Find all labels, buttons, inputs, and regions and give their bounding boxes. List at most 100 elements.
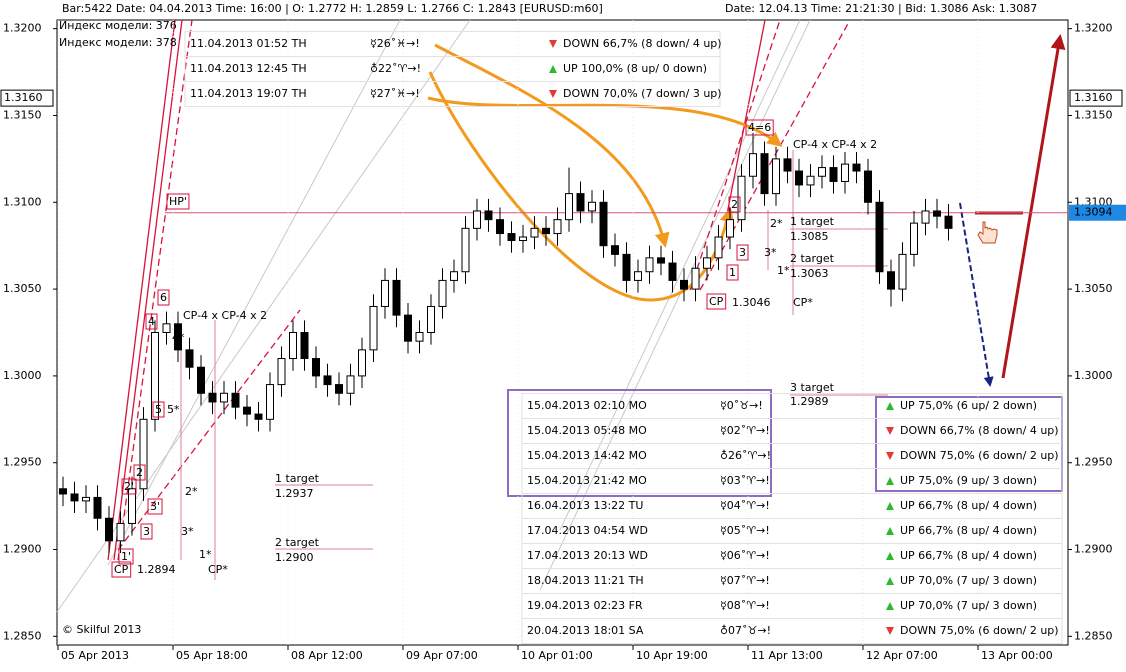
- candle-body: [772, 158, 780, 195]
- candle-body: [231, 392, 240, 408]
- signal-triangle: [886, 552, 894, 560]
- candle-body: [300, 332, 309, 360]
- signal-aspect: ☿04˚♈→!: [720, 499, 770, 512]
- signal-aspect: ☿05˚♈→!: [720, 524, 770, 537]
- candle-body: [381, 279, 389, 307]
- signal-time: 15.04.2013 14:42 MO: [527, 449, 647, 462]
- trend-line: [113, 19, 183, 561]
- candle-body: [933, 210, 941, 217]
- candle-body: [795, 170, 803, 186]
- signal-triangle: [549, 40, 557, 48]
- candle-body: [392, 279, 401, 316]
- y-tick-label: 1.2950: [3, 456, 42, 469]
- annotation: 5*: [167, 403, 180, 416]
- annotation: 2': [124, 480, 134, 493]
- candle-body: [197, 366, 205, 394]
- candle-body: [105, 517, 113, 542]
- signal-time: 11.04.2013 19:07 TH: [190, 87, 307, 100]
- y-tick-label: 1.2850: [3, 629, 42, 642]
- y-tick-label: 1.3100: [3, 195, 42, 208]
- annotation: CP-4 x CP-4 x 2: [183, 309, 267, 322]
- signal-time: 15.04.2013 02:10 MO: [527, 399, 647, 412]
- candle-body: [404, 314, 412, 342]
- candle-body: [703, 257, 711, 269]
- annotation: 1*: [199, 548, 212, 561]
- candle-body: [116, 522, 125, 542]
- annotation-box: [706, 293, 727, 310]
- candle-body: [243, 406, 251, 415]
- signal-aspect: ☿02˚♈→!: [720, 424, 770, 437]
- signal-forecast: UP 70,0% (7 up/ 3 down): [900, 574, 1037, 587]
- candle-body: [484, 210, 493, 221]
- trend-line: [56, 19, 471, 613]
- y-tick-label: 1.3200: [3, 22, 42, 35]
- candle-body: [680, 279, 688, 290]
- candle-body: [266, 384, 274, 420]
- signal-forecast: UP 75,0% (9 up/ 3 down): [900, 474, 1037, 487]
- x-tick-label: 08 Apr 12:00: [291, 649, 363, 662]
- signal-forecast: UP 66,7% (8 up/ 4 down): [900, 499, 1037, 512]
- candle-body: [841, 163, 849, 182]
- signal-time: 11.04.2013 01:52 TH: [190, 37, 307, 50]
- annotation: 2 target: [275, 536, 320, 549]
- signal-aspect: ♁22˚♈→!: [370, 62, 421, 75]
- trend-line: [699, 19, 851, 291]
- candle-body: [657, 257, 665, 264]
- orange-arrow: [428, 71, 735, 302]
- model-index: Индекс модели: 376: [59, 19, 177, 32]
- candle-body: [289, 332, 297, 360]
- candle-body: [910, 222, 918, 255]
- signal-time: 15.04.2013 05:48 MO: [527, 424, 647, 437]
- x-tick-label: 05 Apr 18:00: [176, 649, 248, 662]
- candle-body: [887, 271, 895, 290]
- signal-triangle: [886, 452, 894, 460]
- signal-forecast: UP 100,0% (8 up/ 0 down): [563, 62, 707, 75]
- annotation: 1 target: [275, 472, 320, 485]
- signal-aspect: ♁07˚♉→!: [720, 624, 771, 637]
- annotation-box: [152, 401, 165, 418]
- table-row: [521, 618, 1063, 644]
- price-box: [1069, 204, 1126, 221]
- y-tick-label: 1.3150: [3, 108, 42, 121]
- candle-body: [174, 323, 182, 351]
- annotation: 2: [136, 466, 143, 479]
- y-tick-label: 1.2900: [1074, 543, 1113, 556]
- trend-line: [107, 19, 176, 561]
- candle-body: [369, 305, 378, 351]
- signal-triangle: [549, 65, 557, 73]
- signal-time: 16.04.2013 13:22 TU: [527, 499, 643, 512]
- y-tick-label: 1.3150: [1074, 108, 1113, 121]
- candle-body: [565, 193, 573, 221]
- candle-body: [875, 201, 884, 273]
- annotation: 1 target: [790, 215, 835, 228]
- candle-body: [944, 215, 953, 229]
- trend-line: [117, 19, 193, 561]
- candle-body: [760, 153, 769, 195]
- candle-body: [921, 210, 930, 224]
- signal-aspect: ☿06˚♈→!: [720, 549, 770, 562]
- signal-aspect: ☿07˚♈→!: [720, 574, 770, 587]
- candle-body: [312, 358, 320, 377]
- annotation-box: [118, 548, 134, 565]
- annotation: 3: [739, 246, 746, 259]
- candle-body: [335, 384, 343, 394]
- candle-body: [818, 167, 826, 177]
- candle-body: [208, 392, 217, 403]
- signal-triangle: [886, 527, 894, 535]
- signal-triangle: [886, 577, 894, 585]
- signal-aspect: ☿26˚♓→!: [370, 37, 420, 50]
- candle-body: [473, 210, 481, 229]
- annotation-box: [147, 498, 163, 515]
- candle-body: [588, 201, 596, 212]
- candle-body: [450, 271, 458, 281]
- signal-forecast: DOWN 66,7% (8 down/ 4 up): [563, 37, 722, 50]
- annotation: CP: [709, 295, 724, 308]
- candle-body: [323, 375, 332, 386]
- annotation: 3*: [181, 525, 194, 538]
- level-box: [1069, 89, 1123, 107]
- annotation: 3': [150, 500, 160, 513]
- annotation: CP-4 x CP-4 x 2: [793, 138, 877, 151]
- x-tick-label: 10 Apr 19:00: [636, 649, 708, 662]
- signal-time: 20.04.2013 18:01 SA: [527, 624, 644, 637]
- candle-body: [806, 175, 815, 186]
